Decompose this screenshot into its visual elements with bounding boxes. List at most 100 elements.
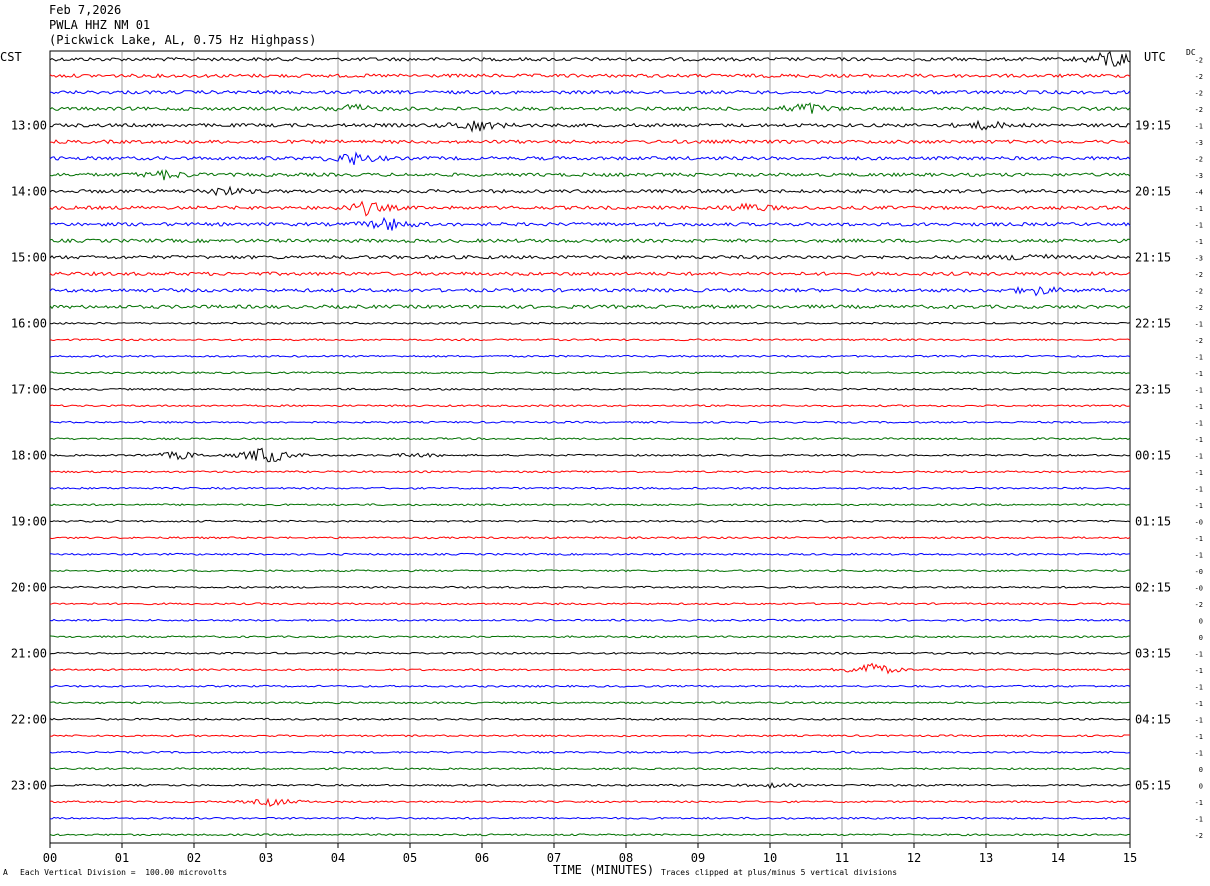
trace-line bbox=[49, 797, 1131, 807]
right-timezone-label: UTC bbox=[1144, 50, 1166, 64]
utc-hour-label: 02:15 bbox=[1135, 580, 1171, 594]
header-location: (Pickwick Lake, AL, 0.75 Hz Highpass) bbox=[49, 33, 317, 47]
x-tick-label: 04 bbox=[331, 851, 345, 865]
header-date: Feb 7,2026 bbox=[49, 3, 122, 17]
trace-line bbox=[49, 569, 1131, 573]
trace-line bbox=[49, 767, 1131, 771]
trace-line bbox=[49, 387, 1131, 391]
dc-offset-label: -2 bbox=[1195, 89, 1203, 97]
trace-line bbox=[49, 354, 1131, 358]
cst-hour-label: 22:00 bbox=[11, 712, 47, 726]
dc-offset-label: 0 bbox=[1199, 782, 1203, 790]
cst-hour-label: 13:00 bbox=[11, 118, 47, 132]
cst-hour-label: 19:00 bbox=[11, 514, 47, 528]
dc-offset-label: -1 bbox=[1195, 452, 1203, 460]
dc-offset-label: -0 bbox=[1195, 568, 1203, 576]
dc-offset-label: -1 bbox=[1195, 221, 1203, 229]
utc-hour-label: 04:15 bbox=[1135, 712, 1171, 726]
x-tick-label: 03 bbox=[259, 851, 273, 865]
dc-offset-header: DC bbox=[1186, 48, 1196, 57]
dc-offset-label: -1 bbox=[1195, 815, 1203, 823]
dc-offset-label: -1 bbox=[1195, 122, 1203, 130]
dc-offset-label: -1 bbox=[1195, 700, 1203, 708]
trace-line bbox=[49, 552, 1131, 556]
dc-offset-label: -2 bbox=[1195, 337, 1203, 345]
trace-line bbox=[49, 651, 1131, 655]
trace-line bbox=[49, 73, 1131, 79]
cst-hour-label: 15:00 bbox=[11, 250, 47, 264]
trace-line bbox=[49, 200, 1130, 217]
x-tick-label: 15 bbox=[1123, 851, 1137, 865]
dc-offset-label: -1 bbox=[1195, 386, 1203, 394]
trace-line bbox=[49, 321, 1131, 325]
cst-hour-label: 17:00 bbox=[11, 382, 47, 396]
x-tick-label: 12 bbox=[907, 851, 921, 865]
dc-offset-label: -1 bbox=[1195, 716, 1203, 724]
utc-hour-label: 19:15 bbox=[1135, 118, 1171, 132]
dc-offset-label: 0 bbox=[1199, 617, 1203, 625]
clip-note: Traces clipped at plus/minus 5 vertical … bbox=[661, 868, 898, 877]
dc-offset-label: 0 bbox=[1199, 634, 1203, 642]
trace-line bbox=[49, 216, 1131, 231]
trace-line bbox=[49, 447, 1131, 463]
trace-line bbox=[49, 253, 1131, 261]
x-tick-label: 09 bbox=[691, 851, 705, 865]
dc-offset-label: -2 bbox=[1195, 304, 1203, 312]
trace-line bbox=[49, 89, 1131, 95]
header-station: PWLA HHZ NM 01 bbox=[49, 18, 151, 32]
trace-line bbox=[49, 519, 1131, 523]
trace-line bbox=[49, 503, 1130, 507]
dc-offset-label: -1 bbox=[1195, 370, 1203, 378]
dc-offset-label: -1 bbox=[1195, 683, 1203, 691]
dc-offset-label: -1 bbox=[1195, 733, 1203, 741]
cst-hour-label: 20:00 bbox=[11, 580, 47, 594]
trace-line bbox=[49, 662, 1131, 675]
trace-line bbox=[49, 238, 1131, 244]
trace-line bbox=[49, 734, 1130, 738]
trace-line bbox=[49, 271, 1131, 277]
trace-line bbox=[49, 304, 1131, 310]
dc-offset-label: -1 bbox=[1195, 403, 1203, 411]
dc-offset-label: -3 bbox=[1195, 139, 1203, 147]
utc-hour-label: 00:15 bbox=[1135, 448, 1171, 462]
x-tick-label: 06 bbox=[475, 851, 489, 865]
x-tick-label: 05 bbox=[403, 851, 417, 865]
x-tick-label: 00 bbox=[43, 851, 57, 865]
trace-line bbox=[49, 420, 1131, 424]
utc-hour-label: 03:15 bbox=[1135, 646, 1171, 660]
utc-hour-label: 23:15 bbox=[1135, 382, 1171, 396]
dc-offset-label: -3 bbox=[1195, 172, 1203, 180]
dc-offset-label: -4 bbox=[1195, 188, 1203, 196]
trace-line bbox=[49, 750, 1131, 754]
trace-line bbox=[49, 338, 1131, 342]
dc-offset-label: -1 bbox=[1195, 320, 1203, 328]
dc-offset-label: -0 bbox=[1195, 518, 1203, 526]
x-tick-label: 13 bbox=[979, 851, 993, 865]
dc-offset-label: -1 bbox=[1195, 469, 1203, 477]
dc-offset-label: -1 bbox=[1195, 749, 1203, 757]
cst-hour-label: 16:00 bbox=[11, 316, 47, 330]
dc-offset-label: -3 bbox=[1195, 254, 1203, 262]
trace-line bbox=[49, 602, 1131, 606]
x-tick-label: 02 bbox=[187, 851, 201, 865]
dc-offset-label: -2 bbox=[1195, 73, 1203, 81]
dc-offset-label: 0 bbox=[1199, 766, 1203, 774]
dc-offset-label: -1 bbox=[1195, 667, 1203, 675]
dc-offset-label: -2 bbox=[1195, 601, 1203, 609]
x-tick-label: 01 bbox=[115, 851, 129, 865]
trace-line bbox=[49, 486, 1131, 490]
trace-line bbox=[49, 635, 1131, 639]
dc-offset-label: -1 bbox=[1195, 535, 1203, 543]
cst-hour-label: 14:00 bbox=[11, 184, 47, 198]
trace-line bbox=[49, 536, 1131, 540]
x-tick-label: 11 bbox=[835, 851, 849, 865]
cst-hour-label: 18:00 bbox=[11, 448, 47, 462]
dc-offset-label: -1 bbox=[1195, 502, 1203, 510]
trace-line bbox=[49, 684, 1131, 688]
dc-offset-label: -0 bbox=[1195, 584, 1203, 592]
x-axis-title: TIME (MINUTES) bbox=[553, 863, 655, 877]
dc-offset-label: -1 bbox=[1195, 238, 1203, 246]
trace-line bbox=[49, 470, 1131, 474]
trace-line bbox=[49, 119, 1131, 133]
